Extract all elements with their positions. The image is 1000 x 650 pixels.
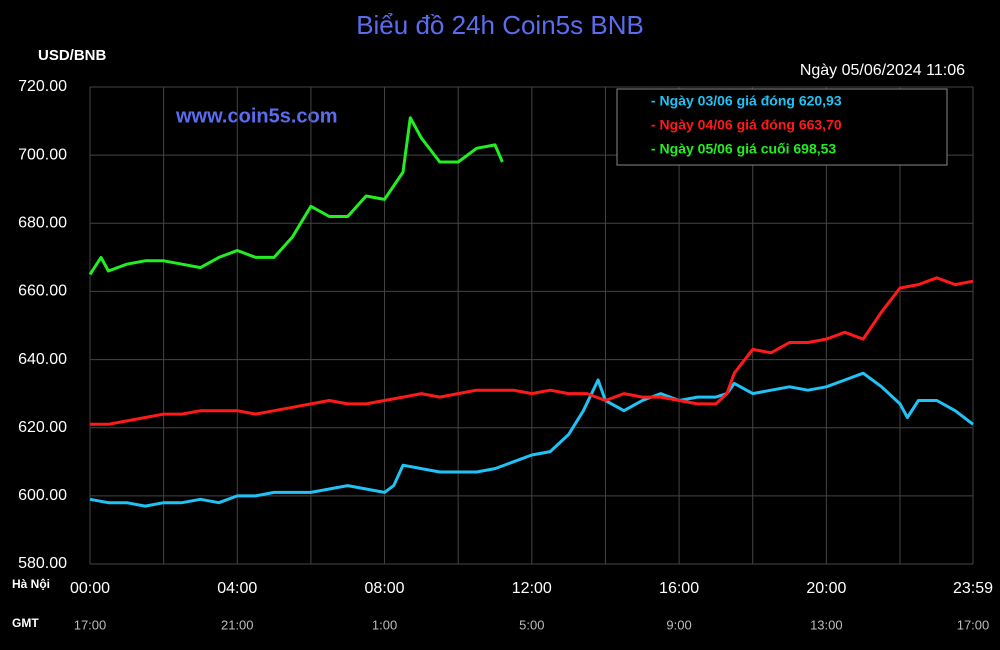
x-tick-label: 16:00 (659, 580, 699, 597)
x-tick-label: 23:59 (953, 580, 993, 597)
x-tick-label: 00:00 (70, 580, 110, 597)
y-tick-label: 700.00 (18, 146, 67, 163)
gmt-tick-label: 9:00 (666, 617, 691, 632)
x-row-label: Hà Nội (12, 577, 50, 591)
y-axis-label: USD/BNB (38, 47, 107, 64)
chart-title: Biểu đồ 24h Coin5s BNB (356, 10, 644, 40)
legend-entry: - Ngày 04/06 giá đóng 663,70 (651, 117, 842, 133)
legend-entry: - Ngày 05/06 giá cuối 698,53 (651, 141, 836, 157)
y-tick-label: 680.00 (18, 215, 67, 232)
x-tick-label: 12:00 (512, 580, 552, 597)
y-tick-label: 600.00 (18, 487, 67, 504)
gmt-tick-label: 1:00 (372, 617, 397, 632)
x-tick-label: 04:00 (217, 580, 257, 597)
gmt-tick-label: 17:00 (957, 617, 990, 632)
y-tick-label: 720.00 (18, 78, 67, 95)
gmt-tick-label: 13:00 (810, 617, 843, 632)
gmt-tick-label: 5:00 (519, 617, 544, 632)
legend-entry: - Ngày 03/06 giá đóng 620,93 (651, 93, 842, 109)
subtitle: Ngày 05/06/2024 11:06 (800, 62, 965, 79)
x-tick-label: 08:00 (365, 580, 405, 597)
grid (89, 86, 974, 565)
legend-box (616, 88, 948, 166)
y-tick-label: 620.00 (18, 419, 67, 436)
x-tick-label: 20:00 (806, 580, 846, 597)
gmt-row-label: GMT (12, 616, 39, 630)
series-line (89, 371, 974, 508)
series-line (88, 116, 504, 276)
y-tick-label: 660.00 (18, 283, 67, 300)
y-tick-label: 580.00 (18, 555, 67, 572)
gmt-tick-label: 17:00 (74, 617, 107, 632)
gmt-tick-label: 21:00 (221, 617, 254, 632)
legend: - Ngày 03/06 giá đóng 620,93 - Ngày 04/06… (616, 88, 948, 166)
series-line (90, 276, 974, 426)
watermark: www.coin5s.com (175, 105, 338, 127)
y-tick-label: 640.00 (18, 351, 67, 368)
